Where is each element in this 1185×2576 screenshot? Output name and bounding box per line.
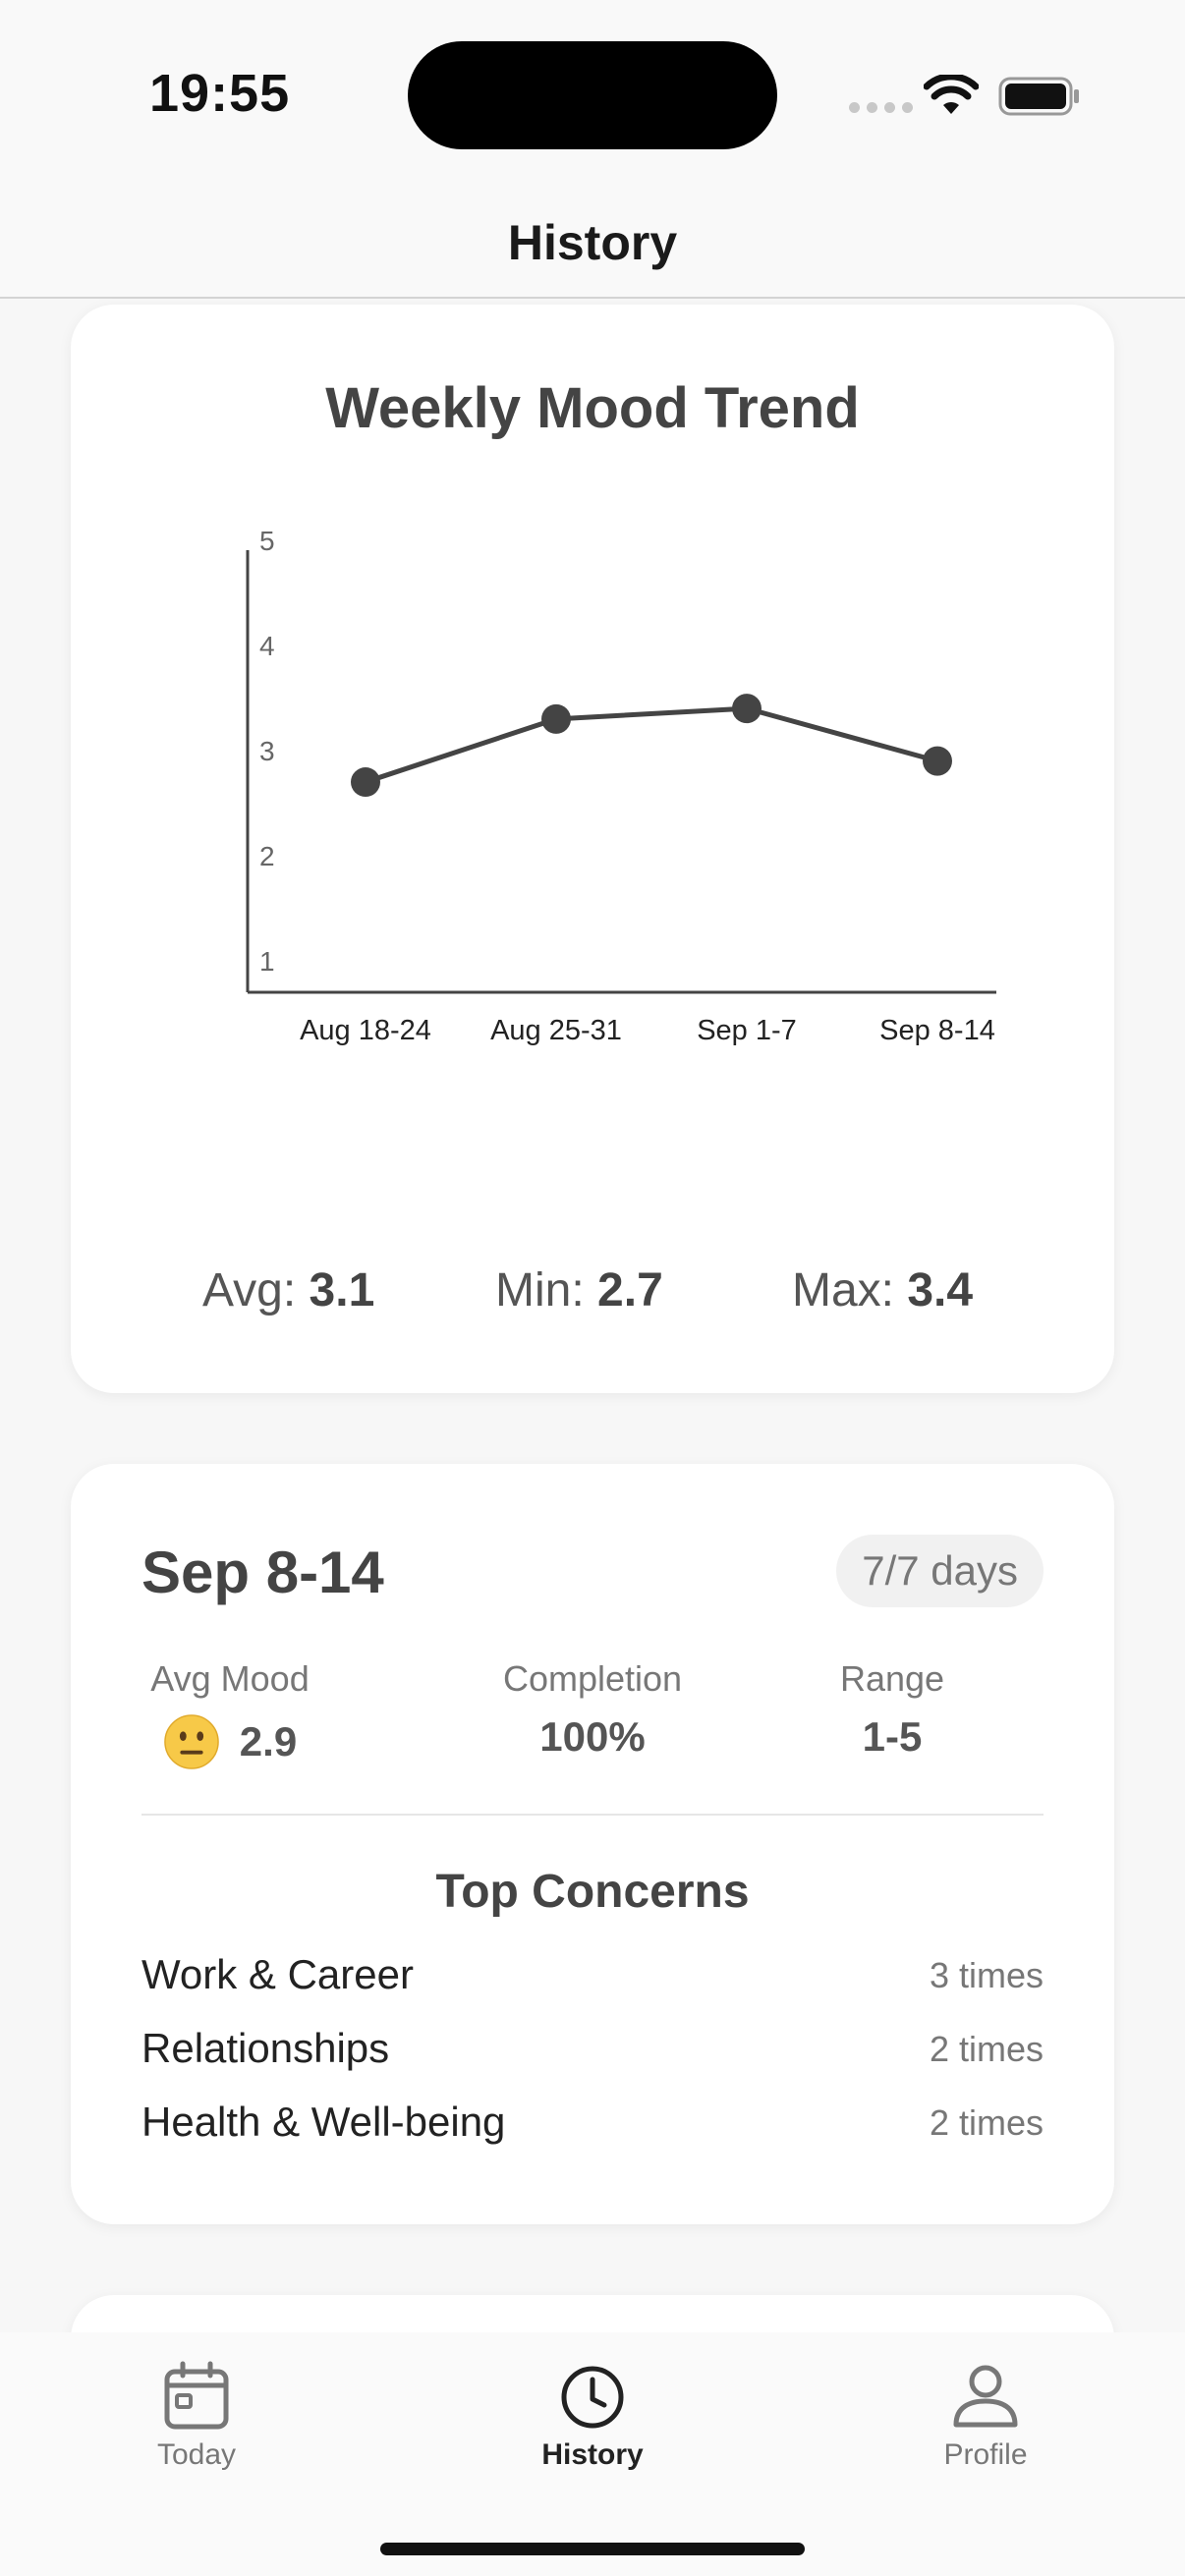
- home-indicator: [380, 2543, 805, 2555]
- metric-value: 100%: [539, 1713, 646, 1760]
- concern-row: Relationships 2 times: [141, 2025, 1044, 2084]
- concern-count: 3 times: [929, 1955, 1044, 1995]
- neutral-face-icon: [164, 1714, 219, 1769]
- tab-label: Today: [156, 2438, 237, 2471]
- tab-bar: Today History Profile: [0, 2332, 1185, 2576]
- week-summary-card[interactable]: Sep 8-14 7/7 days Avg Mood 2.9 Completio…: [71, 1464, 1114, 2224]
- concern-name: Work & Career: [141, 1951, 414, 1997]
- week-title: Sep 8-14: [141, 1540, 384, 1605]
- tab-profile[interactable]: Profile: [877, 2360, 1094, 2472]
- status-time: 19:55: [149, 64, 291, 123]
- metric-label: Avg Mood: [150, 1658, 310, 1699]
- avg-mood-metric: Avg Mood 2.9: [102, 1658, 358, 1770]
- tab-label: History: [541, 2438, 644, 2471]
- divider: [141, 1814, 1044, 1816]
- x-tick-label: Aug 25-31: [490, 1015, 622, 1046]
- concern-count: 2 times: [929, 2029, 1044, 2069]
- completion-metric: Completion 100%: [465, 1658, 720, 1761]
- tab-today[interactable]: Today: [88, 2360, 305, 2472]
- data-point: [351, 767, 380, 798]
- calendar-icon: [164, 2361, 229, 2430]
- days-logged-badge: 7/7 days: [836, 1535, 1044, 1607]
- concern-name: Health & Well-being: [141, 2099, 506, 2145]
- navigation-header: History: [0, 187, 1185, 299]
- min-stat: Min: 2.7: [495, 1264, 663, 1316]
- tab-label: Profile: [943, 2438, 1028, 2471]
- clock-icon: [561, 2366, 624, 2429]
- data-point: [923, 746, 952, 776]
- dynamic-island: [408, 41, 777, 149]
- chart-title: Weekly Mood Trend: [325, 376, 860, 440]
- metric-label: Range: [839, 1658, 945, 1699]
- tab-history[interactable]: History: [484, 2360, 701, 2472]
- y-tick-label: 5: [259, 526, 275, 556]
- status-bar: 19:55: [0, 0, 1185, 187]
- page-title: History: [507, 215, 678, 270]
- max-stat: Max: 3.4: [792, 1264, 974, 1316]
- concern-count: 2 times: [929, 2102, 1044, 2143]
- metric-label: Completion: [502, 1658, 683, 1699]
- range-metric: Range 1-5: [764, 1658, 1020, 1761]
- concern-row: Health & Well-being 2 times: [141, 2099, 1044, 2157]
- battery-icon: [998, 77, 1079, 116]
- x-tick-label: Aug 18-24: [300, 1015, 431, 1046]
- y-tick-label: 1: [259, 946, 275, 977]
- cellular-signal-icon: [849, 102, 913, 113]
- wifi-icon: [924, 75, 979, 114]
- y-tick-label: 3: [259, 736, 275, 766]
- metric-value: 1-5: [862, 1713, 923, 1760]
- concern-row: Work & Career 3 times: [141, 1951, 1044, 2010]
- x-tick-label: Sep 1-7: [697, 1015, 797, 1046]
- x-tick-label: Sep 8-14: [879, 1015, 995, 1046]
- y-tick-label: 2: [259, 841, 275, 871]
- mood-trend-card: Weekly Mood Trend 1 2 3 4 5 Aug 18-24 Aug 25-3…: [71, 305, 1114, 1393]
- metric-value: 2.9: [239, 1718, 298, 1764]
- person-icon: [953, 2365, 1018, 2428]
- y-tick-label: 4: [259, 631, 275, 661]
- avg-stat: Avg: 3.1: [202, 1264, 375, 1316]
- data-point: [541, 703, 571, 734]
- concern-name: Relationships: [141, 2025, 390, 2071]
- series-line: [365, 705, 938, 785]
- mood-trend-chart: 1 2 3 4 5 Aug 18-24 Aug 25-31 Sep 1-7 Sep 8-14: [246, 526, 996, 1046]
- top-concerns-heading: Top Concerns: [435, 1866, 750, 1918]
- data-point: [732, 694, 762, 724]
